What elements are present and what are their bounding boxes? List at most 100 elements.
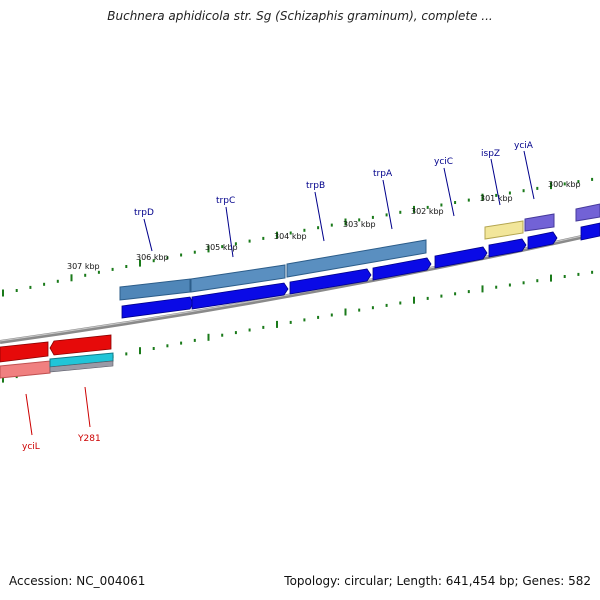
forward-gene-arrows [121, 222, 600, 319]
upper-row-tick [481, 193, 484, 201]
lower-row-tick [303, 318, 306, 322]
lower-row-tick [563, 275, 566, 278]
lower-row-tick [371, 306, 374, 310]
kbp-label-304: 304 kbp [274, 232, 307, 241]
upper-row-tick [248, 239, 251, 243]
gene-label-ispZ[interactable]: ispZ [481, 149, 500, 159]
upper-row-tick [358, 218, 361, 222]
lower-row-tick [193, 338, 196, 342]
upper-row-tick [399, 210, 402, 214]
gene-arrow-yciC[interactable] [434, 246, 488, 269]
gene-arrow-trpC[interactable] [191, 282, 289, 310]
upper-row-tick [495, 193, 498, 197]
lower-row-tick [454, 292, 457, 296]
band-trp-operon-2 [190, 264, 286, 293]
lower-row-tick [426, 296, 429, 300]
lower-row-tick [399, 301, 402, 305]
gene-label-yciC[interactable]: yciC [434, 157, 453, 167]
upper-row-tick [43, 282, 46, 286]
lower-row-tick [234, 331, 237, 335]
gene-arrow-yciL[interactable] [0, 341, 49, 363]
upper-row-tick [289, 231, 292, 235]
kbp-label-302: 302 kbp [411, 207, 444, 216]
leader-yciC [443, 167, 455, 217]
lower-row-tick [125, 352, 128, 356]
lower-row-tick [248, 328, 251, 332]
gene-label-trpB[interactable]: trpB [306, 181, 325, 191]
band-purple-2 [575, 203, 600, 222]
upper-row-tick [262, 236, 265, 240]
upper-row-tick [97, 270, 100, 274]
gene-label-yciA[interactable]: yciA [514, 141, 534, 151]
lower-row-tick [495, 285, 498, 289]
kbp-label-301: 301 kbp [480, 194, 513, 203]
gene-label-trpC[interactable]: trpC [216, 196, 235, 206]
lower-row-tick [536, 279, 539, 283]
upper-row-tick [180, 253, 183, 257]
gene-arrow-Y281[interactable] [49, 334, 112, 356]
kbp-label-307: 307 kbp [67, 262, 100, 271]
gene-arrow-trpD[interactable] [121, 296, 194, 319]
band-purple-1 [524, 213, 555, 232]
upper-row-tick [303, 228, 306, 232]
band-trp-operon-1 [119, 278, 191, 301]
lower-row-tick [344, 308, 347, 316]
accession-text: Accession: NC_004061 [9, 574, 146, 588]
upper-row-tick [207, 245, 210, 253]
upper-row-tick [29, 285, 32, 289]
lower-row-tick [550, 274, 552, 282]
upper-row-tick [426, 205, 429, 209]
lower-row-tick [276, 320, 278, 328]
lower-row-tick [2, 375, 4, 383]
band-trp-operon-3 [286, 239, 427, 278]
lower-row-tick [152, 347, 155, 350]
gene-arrow-yciA[interactable] [527, 231, 558, 250]
gene-label-Y281[interactable]: Y281 [77, 434, 101, 444]
band-reverse-pink [0, 360, 51, 379]
gene-label-trpA[interactable]: trpA [373, 169, 393, 179]
band-yellow [484, 220, 524, 240]
lower-row-tick [180, 341, 183, 345]
kbp-label-303: 303 kbp [343, 220, 376, 229]
upper-row-tick [371, 215, 374, 219]
upper-row-tick [563, 182, 566, 186]
upper-row-tick [440, 203, 443, 207]
lower-row-tick [330, 313, 333, 317]
lower-row-tick [166, 344, 169, 348]
gene-label-yciL[interactable]: yciL [22, 442, 40, 452]
upper-row-tick [193, 250, 196, 254]
upper-row-tick [317, 226, 320, 230]
lower-row-tick [207, 333, 210, 341]
gene-arrow-ispZ[interactable] [488, 238, 527, 258]
reverse-gene-labels: yciL Y281 [22, 386, 101, 452]
lower-row-tick [139, 347, 141, 355]
upper-row-tick [385, 213, 388, 217]
upper-row-tick [111, 267, 114, 271]
leader-trpC [225, 206, 234, 258]
upper-row-tick [152, 259, 155, 263]
upper-row-tick [56, 279, 59, 283]
lower-row-tick [262, 325, 265, 329]
lower-row-tick [577, 272, 580, 276]
lower-row-tick [413, 296, 415, 304]
lower-row-tick [221, 333, 224, 337]
upper-row-tick [536, 186, 539, 190]
gene-label-trpD[interactable]: trpD [134, 208, 154, 218]
upper-row-tick [166, 256, 169, 260]
forward-feature-bands [119, 203, 600, 301]
reverse-gene-arrows [0, 334, 112, 363]
upper-row-tick [330, 223, 333, 227]
upper-row-tick [454, 201, 457, 204]
gene-arrow-next[interactable] [580, 222, 600, 241]
upper-row-tick [84, 273, 87, 277]
upper-tick-row [2, 177, 594, 297]
kbp-label-300: 300 kbp [548, 180, 581, 189]
gene-arrow-trpB[interactable] [289, 268, 372, 295]
lower-row-tick [508, 283, 511, 287]
leader-trpD [143, 218, 153, 252]
upper-row-tick [2, 289, 4, 297]
upper-row-tick [508, 191, 511, 195]
map-title: Buchnera aphidicola str. Sg (Schizaphis … [107, 9, 493, 23]
upper-row-tick [70, 274, 73, 282]
gene-arrow-trpA[interactable] [372, 257, 432, 281]
